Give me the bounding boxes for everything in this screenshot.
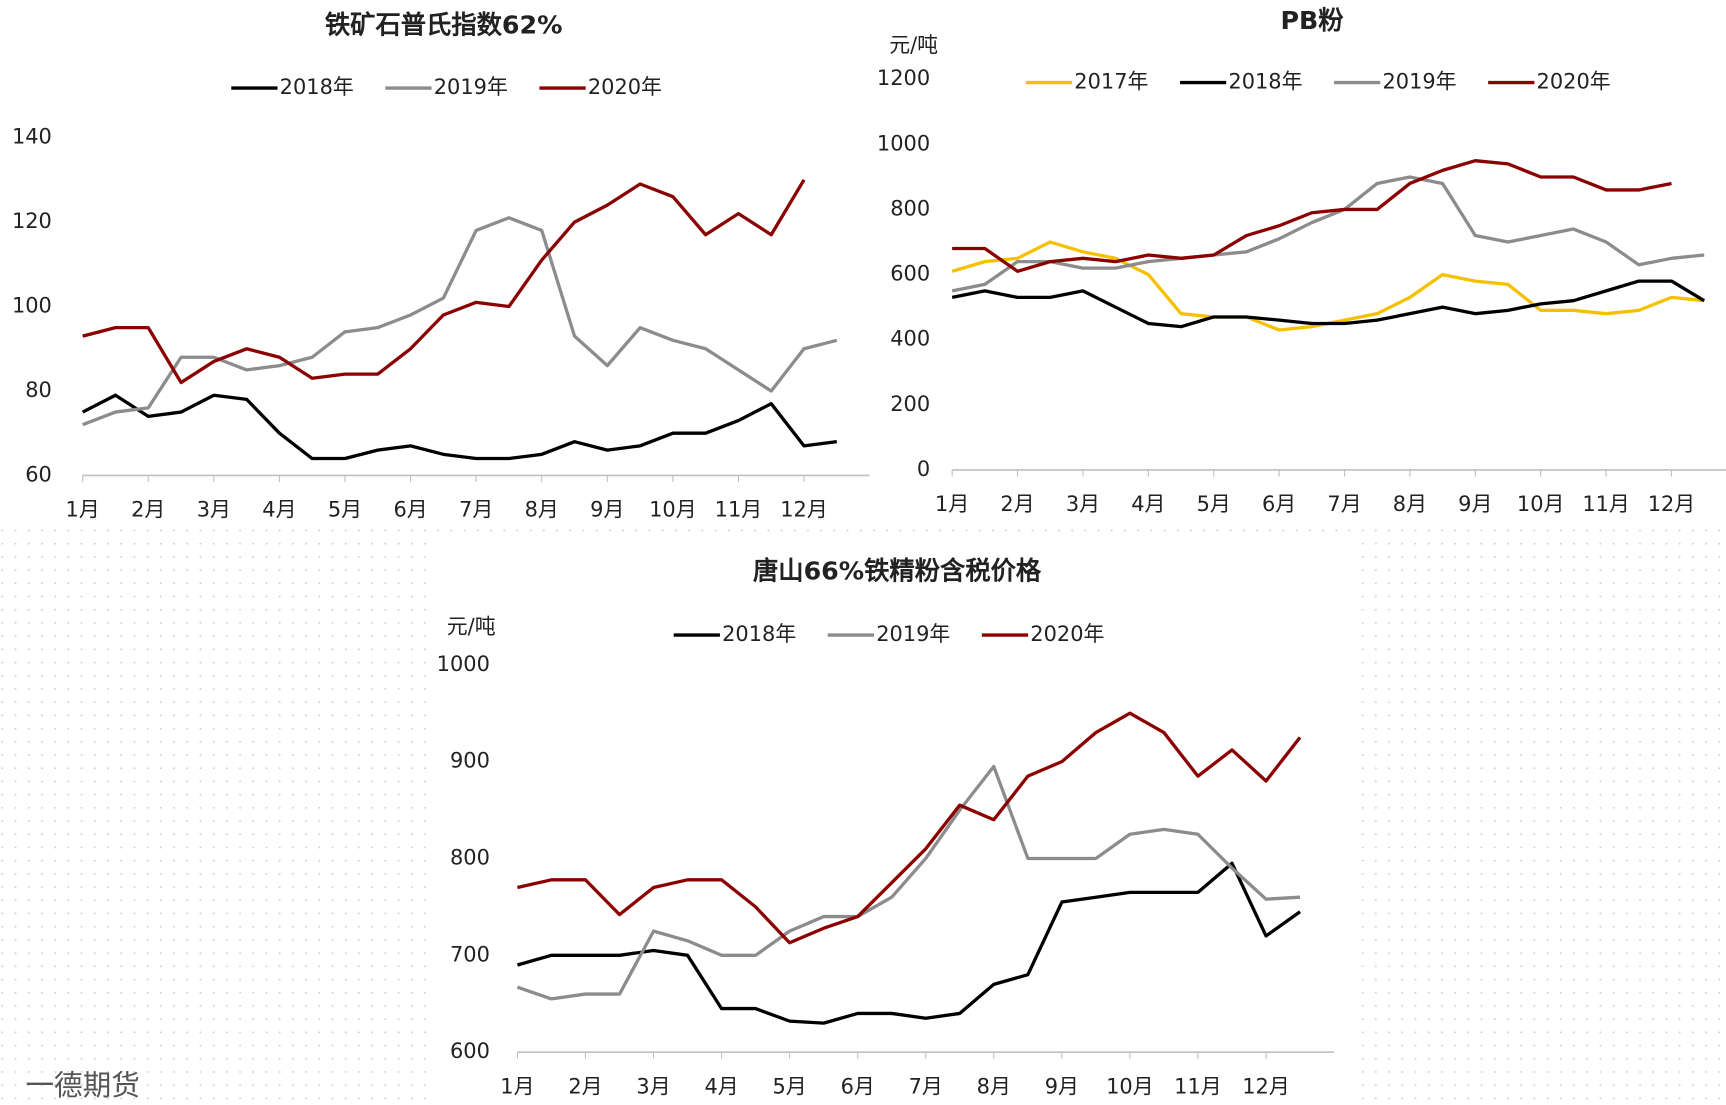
x-tick-label: 6月 (841, 1074, 875, 1098)
x-tick-label: 7月 (909, 1074, 943, 1098)
x-tick-label: 4月 (704, 1074, 738, 1098)
x-tick-label: 7月 (1327, 492, 1361, 516)
legend-label: 2018年 (722, 622, 796, 646)
legend-label: 2020年 (1537, 70, 1611, 94)
series-line (517, 711, 1302, 945)
x-tick-label: 9月 (590, 498, 624, 522)
legend-label: 2017年 (1074, 70, 1148, 94)
y-tick-label: 1200 (877, 66, 930, 90)
x-tick-label: 11月 (1174, 1074, 1222, 1098)
x-tick-label: 11月 (1582, 492, 1630, 516)
x-tick-label: 3月 (1066, 492, 1100, 516)
unit-label: 元/吨 (889, 33, 938, 57)
x-tick-label: 5月 (773, 1074, 807, 1098)
series-line (516, 764, 1301, 1001)
x-tick-label: 8月 (1393, 492, 1427, 516)
legend-label: 2020年 (588, 75, 662, 99)
legend-label: 2018年 (1228, 70, 1302, 94)
series-line (951, 240, 1705, 332)
x-tick-label: 4月 (1131, 492, 1165, 516)
legend-label: 2019年 (1382, 70, 1456, 94)
x-tick-label: 1月 (500, 1074, 534, 1098)
x-tick-label: 2月 (568, 1074, 602, 1098)
x-tick-label: 7月 (459, 498, 493, 522)
x-tick-label: 1月 (935, 492, 969, 516)
x-tick-label: 6月 (393, 498, 427, 522)
chart-panel (434, 539, 1360, 1105)
watermark: 一德期货 (25, 1068, 139, 1102)
legend-label: 2019年 (434, 75, 508, 99)
series-line (81, 393, 838, 461)
y-tick-label: 800 (890, 196, 930, 220)
x-tick-label: 8月 (977, 1074, 1011, 1098)
x-tick-label: 4月 (262, 498, 296, 522)
chart-title: 唐山66%铁精粉含税价格 (753, 556, 1042, 585)
x-tick-label: 1月 (66, 498, 100, 522)
chart-title: PB粉 (1280, 6, 1344, 35)
x-tick-label: 6月 (1262, 492, 1296, 516)
x-tick-label: 2月 (1000, 492, 1034, 516)
series-line (952, 159, 1672, 273)
x-tick-label: 12月 (1648, 492, 1696, 516)
series-line (951, 279, 1706, 329)
y-tick-label: 80 (25, 378, 52, 402)
legend-label: 2020年 (1030, 622, 1104, 646)
x-tick-label: 9月 (1045, 1074, 1079, 1098)
series-line (516, 861, 1302, 1025)
y-tick-label: 60 (25, 462, 52, 486)
series-line (82, 216, 838, 427)
x-tick-label: 12月 (780, 498, 828, 522)
y-tick-label: 600 (890, 262, 930, 286)
legend-label: 2018年 (280, 75, 354, 99)
y-tick-label: 1000 (877, 131, 930, 155)
x-tick-label: 11月 (715, 498, 763, 522)
y-tick-label: 100 (12, 294, 52, 318)
y-tick-label: 140 (12, 125, 52, 149)
y-tick-label: 400 (890, 327, 930, 351)
legend-label: 2019年 (876, 622, 950, 646)
x-tick-label: 9月 (1458, 492, 1492, 516)
y-tick-label: 120 (12, 209, 52, 233)
y-tick-label: 200 (890, 392, 930, 416)
x-tick-label: 8月 (525, 498, 559, 522)
chart-title: 铁矿石普氏指数62% (325, 10, 563, 39)
x-tick-label: 2月 (131, 498, 165, 522)
x-tick-label: 12月 (1242, 1074, 1290, 1098)
y-tick-label: 0 (917, 457, 930, 481)
x-tick-label: 3月 (197, 498, 231, 522)
y-tick-label: 800 (450, 845, 490, 869)
y-tick-label: 900 (450, 749, 490, 773)
x-tick-label: 5月 (328, 498, 362, 522)
series-line (82, 178, 806, 385)
y-tick-label: 1000 (437, 652, 490, 676)
x-tick-label: 10月 (1106, 1074, 1154, 1098)
series-line (951, 175, 1705, 293)
y-tick-label: 700 (450, 942, 490, 966)
x-tick-label: 5月 (1197, 492, 1231, 516)
x-tick-label: 10月 (649, 498, 697, 522)
x-tick-label: 10月 (1517, 492, 1565, 516)
y-tick-label: 600 (450, 1039, 490, 1063)
x-tick-label: 3月 (636, 1074, 670, 1098)
unit-label: 元/吨 (447, 614, 496, 638)
